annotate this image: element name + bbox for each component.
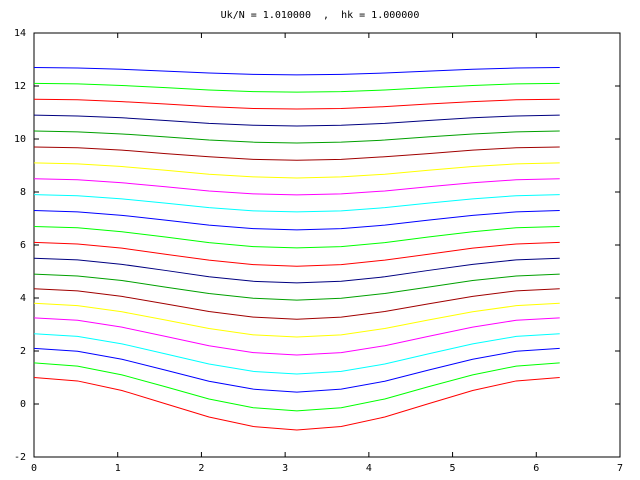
line-series [33, 210, 560, 231]
x-tick-label: 6 [533, 463, 539, 474]
x-tick-label: 2 [198, 463, 204, 474]
line-series [33, 257, 560, 284]
line-series [33, 130, 560, 144]
x-tick-label: 4 [366, 463, 372, 474]
line-series [33, 162, 560, 179]
line-series [33, 194, 560, 213]
x-tick-label: 1 [115, 463, 121, 474]
plot-frame [33, 32, 621, 458]
line-series [33, 82, 560, 93]
y-tick-label: 8 [20, 187, 26, 198]
line-series [33, 362, 560, 412]
line-series [33, 377, 560, 431]
y-tick-label: 14 [14, 28, 26, 39]
y-tick-label: 0 [20, 399, 26, 410]
line-series [33, 302, 560, 338]
line-series [33, 273, 560, 301]
x-tick-label: 5 [450, 463, 456, 474]
y-tick-label: 6 [20, 240, 26, 251]
line-series [33, 98, 560, 110]
x-tick-label: 0 [31, 463, 37, 474]
x-tick-label: 3 [282, 463, 288, 474]
line-series [33, 146, 560, 161]
line-series [33, 317, 560, 356]
line-series [33, 347, 560, 393]
line-series [33, 288, 560, 320]
y-tick-label: 10 [14, 134, 26, 145]
line-series [33, 114, 560, 127]
line-series [33, 225, 560, 249]
y-tick-label: 4 [20, 293, 26, 304]
y-tick-label: 12 [14, 81, 26, 92]
line-series [33, 178, 560, 196]
line-series [33, 241, 560, 267]
x-tick-label: 7 [617, 463, 623, 474]
line-series [33, 333, 560, 375]
chart-title: Uk/N = 1.010000 , hk = 1.000000 [221, 10, 420, 21]
line-series [33, 66, 560, 76]
y-tick-label: -2 [14, 452, 26, 463]
y-tick-label: 2 [20, 346, 26, 357]
